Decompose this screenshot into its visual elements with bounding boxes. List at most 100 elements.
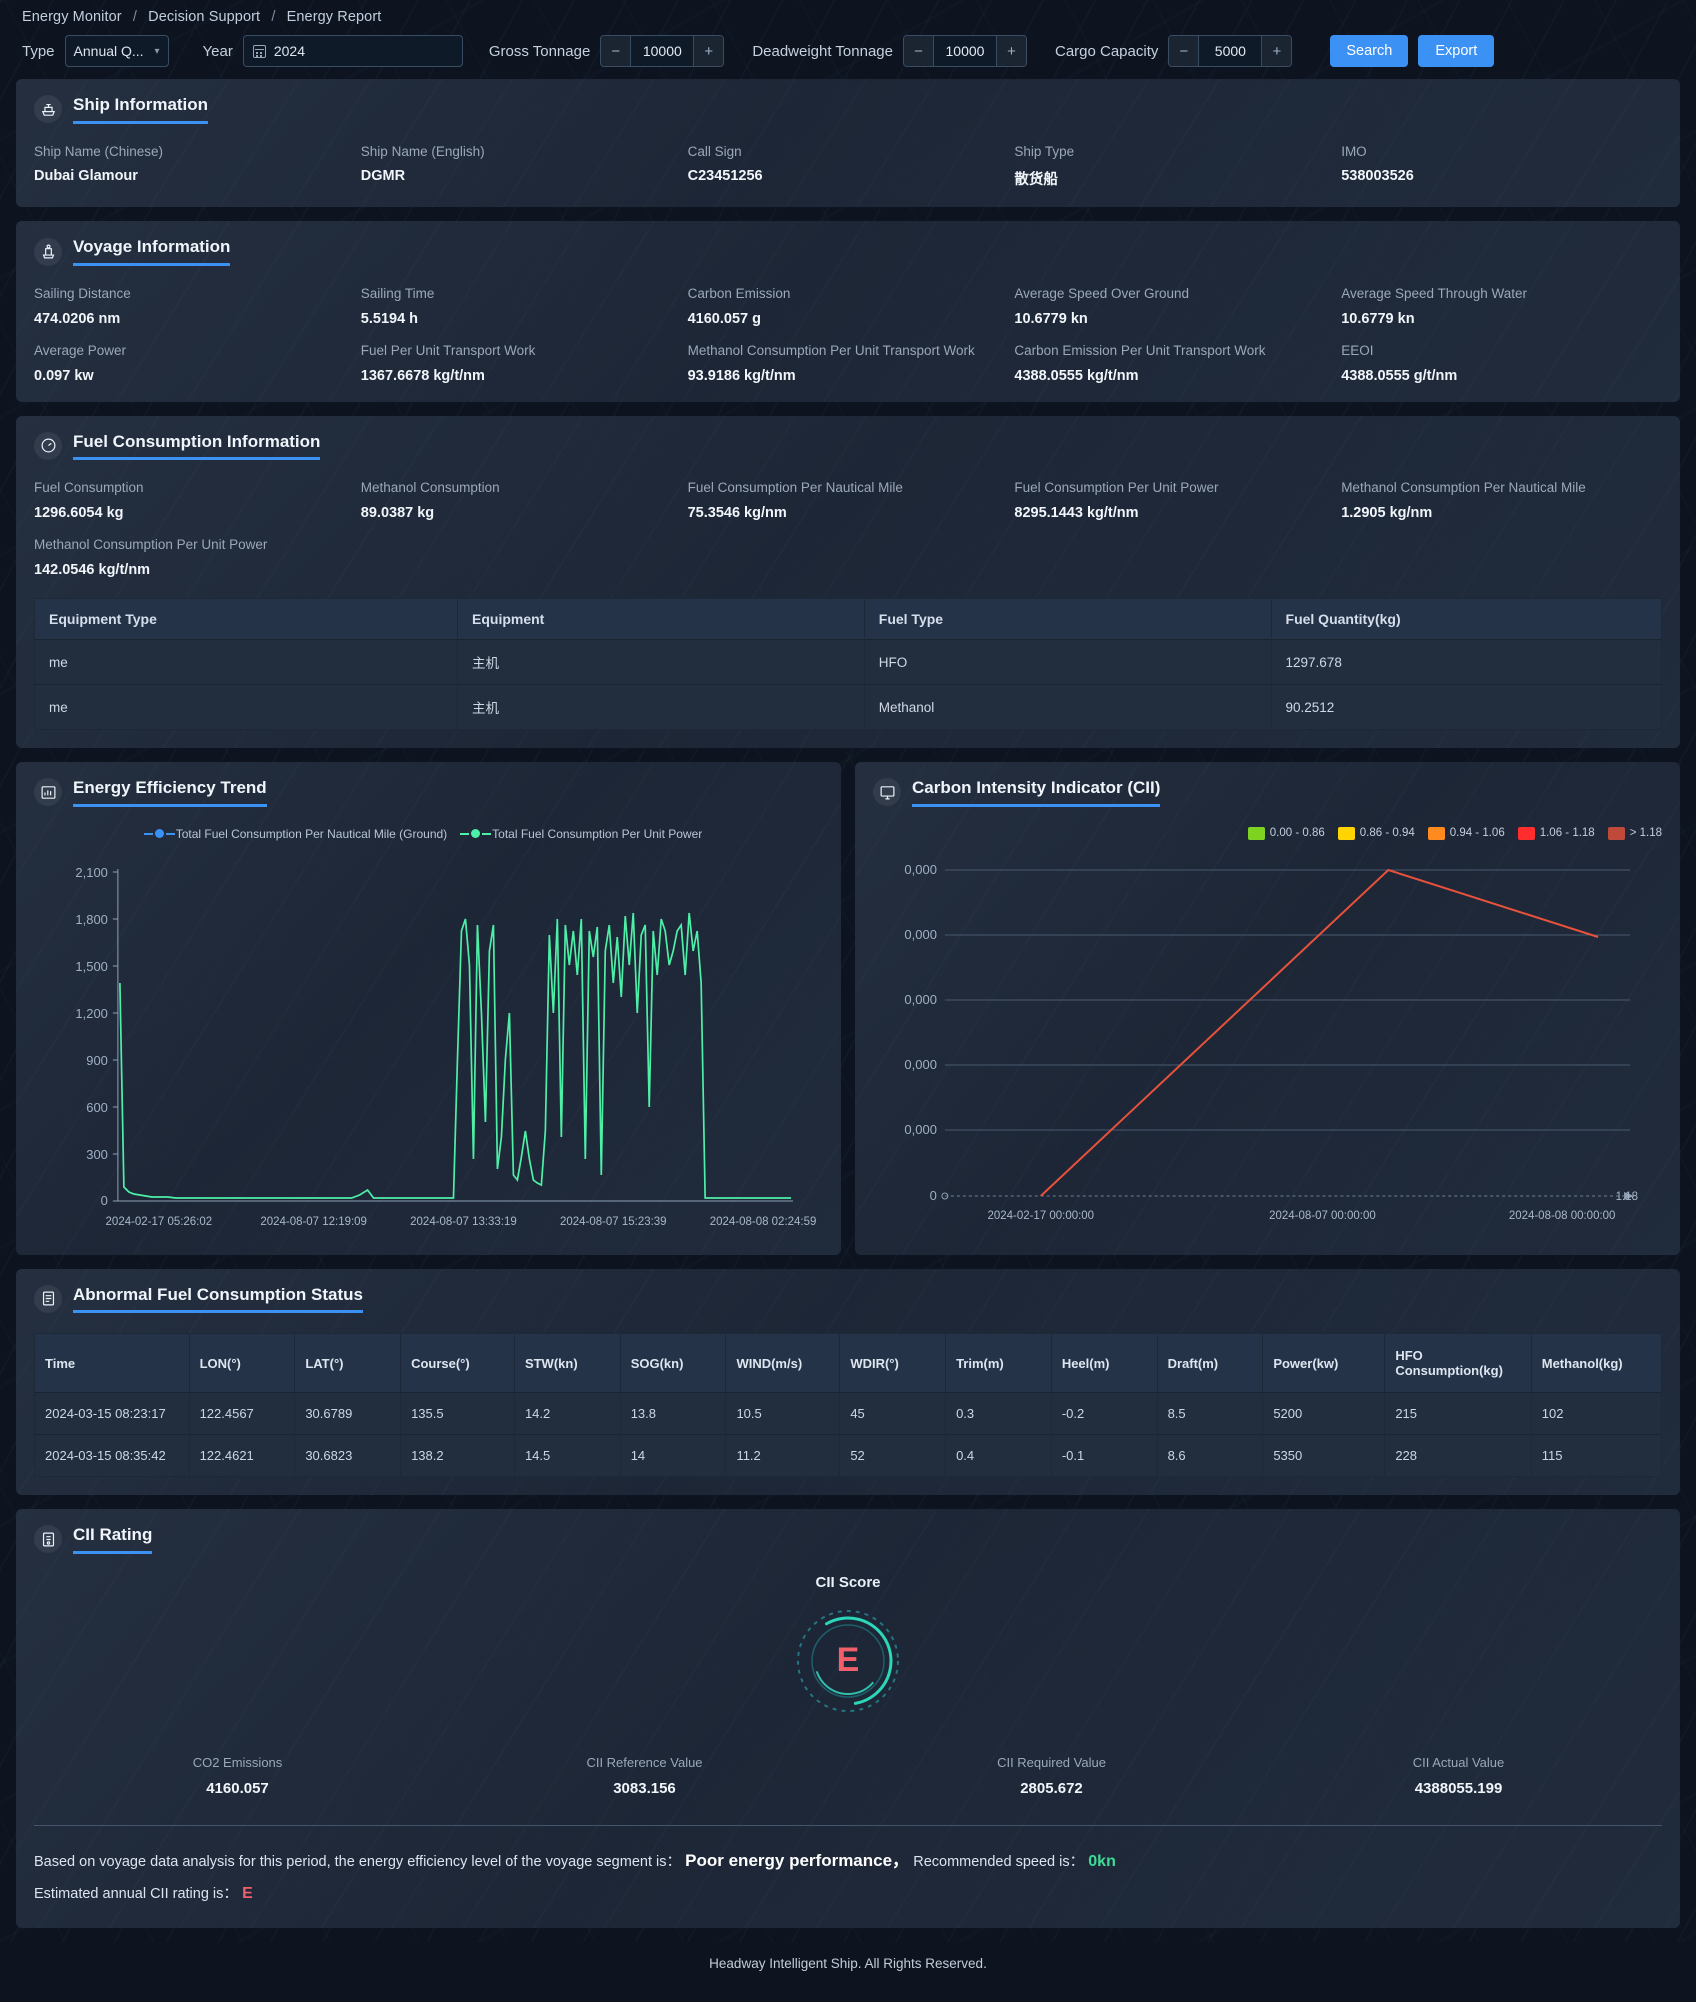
legend-marker-blue-icon — [154, 829, 164, 839]
legend-item-unit-power[interactable]: Total Fuel Consumption Per Unit Power — [471, 827, 702, 841]
legend-label: 0.94 - 1.06 — [1449, 827, 1505, 840]
cii-grade-value: E — [836, 1641, 860, 1680]
field-ship-name-english: Ship Name (English) DGMR — [361, 144, 682, 190]
column-fuel-type: Fuel Type — [864, 598, 1272, 640]
cell-sog: 13.8 — [620, 1392, 727, 1435]
column-course: Course(°) — [400, 1333, 515, 1393]
cii-score-label: CII Score — [815, 1573, 881, 1591]
field-value: 5.5194 h — [360, 310, 419, 327]
metric-cii-actual-value: CII Actual Value 4388055.199 — [1255, 1755, 1662, 1797]
column-heel: Heel(m) — [1051, 1333, 1158, 1393]
legend-swatch-green-icon — [1247, 826, 1265, 840]
field-label: Methanol Consumption — [360, 480, 500, 496]
cargo-value[interactable]: 5000 — [1199, 36, 1262, 66]
column-hfo-consumption: HFO Consumption(kg) — [1384, 1333, 1532, 1393]
cell-course: 138.2 — [400, 1434, 515, 1477]
column-stw: STW(kn) — [514, 1333, 621, 1393]
legend-item-b[interactable]: 0.86 - 0.94 — [1337, 826, 1415, 840]
field-value: 4388.0555 kg/t/nm — [1014, 367, 1139, 384]
deadweight-increment-button[interactable]: + — [995, 36, 1026, 66]
deadweight-value[interactable]: 10000 — [933, 36, 996, 66]
svg-text:1,200: 1,200 — [75, 1006, 107, 1021]
breadcrumb-separator: / — [271, 9, 276, 25]
energy-efficiency-trend-card: Energy Efficiency Trend Total Fuel Consu… — [16, 762, 841, 1255]
cii-rating-header: CII Rating — [34, 1525, 1662, 1554]
cell-time: 2024-03-15 08:23:17 — [34, 1392, 190, 1435]
cell-wdir: 52 — [839, 1434, 947, 1477]
gross-tonnage-stepper[interactable]: − 10000 + — [600, 35, 725, 67]
field-sailing-time: Sailing Time 5.5194 h — [361, 286, 682, 327]
cii-legend: 0.00 - 0.86 0.86 - 0.94 0.94 - 1.06 1.06… — [873, 826, 1662, 840]
field-label: Methanol Consumption Per Unit Power — [34, 537, 268, 553]
breadcrumb-item-energy-monitor[interactable]: Energy Monitor — [22, 9, 122, 25]
column-equipment-type: Equipment Type — [34, 598, 459, 640]
field-value: 75.3546 kg/nm — [687, 505, 787, 522]
field-label: Average Power — [34, 342, 127, 358]
field-label: Ship Name (English) — [360, 143, 485, 159]
table-row[interactable]: 2024-03-15 08:35:42 122.4621 30.6823 138… — [34, 1434, 1663, 1477]
table-header-row: Equipment Type Equipment Fuel Type Fuel … — [34, 598, 1662, 640]
field-label: Carbon Emission — [687, 285, 791, 301]
gross-tonnage-increment-button[interactable]: + — [693, 36, 724, 66]
year-input[interactable]: 2024 — [242, 35, 463, 67]
field-label: Fuel Consumption Per Nautical Mile — [687, 480, 903, 496]
fuel-consumption-card: Fuel Consumption Information Fuel Consum… — [16, 415, 1680, 749]
abnormal-fuel-title: Abnormal Fuel Consumption Status — [73, 1285, 363, 1314]
cell-lat: 30.6789 — [294, 1392, 402, 1435]
metric-value: 2805.672 — [1020, 1779, 1083, 1797]
report-icon — [34, 1284, 62, 1313]
table-row[interactable]: me 主机 Methanol 90.2512 — [34, 684, 1662, 730]
cii-title: Carbon Intensity Indicator (CII) — [912, 778, 1161, 807]
table-row[interactable]: 2024-03-15 08:23:17 122.4567 30.6789 135… — [34, 1392, 1663, 1435]
cell-course: 135.5 — [400, 1392, 515, 1435]
legend-item-ground[interactable]: Total Fuel Consumption Per Nautical Mile… — [154, 827, 447, 841]
field-label: Methanol Consumption Per Unit Transport … — [687, 342, 975, 358]
section-divider — [34, 1824, 1662, 1826]
search-button[interactable]: Search — [1330, 35, 1409, 67]
year-label: Year — [202, 42, 233, 60]
fuel-consumption-title: Fuel Consumption Information — [73, 432, 321, 461]
svg-text:0,000: 0,000 — [904, 1057, 936, 1072]
legend-label: Total Fuel Consumption Per Unit Power — [492, 826, 703, 841]
svg-text:2024-08-07 00:00:00: 2024-08-07 00:00:00 — [1269, 1210, 1376, 1222]
field-methanol-consumption-per-unit-power: Methanol Consumption Per Unit Power 142.… — [34, 537, 355, 578]
type-select-value: Annual Q... — [73, 43, 144, 59]
deadweight-decrement-button[interactable]: − — [903, 36, 934, 66]
field-value: Dubai Glamour — [34, 168, 138, 185]
field-imo: IMO 538003526 — [1341, 144, 1662, 190]
svg-text:0,000: 0,000 — [904, 1122, 936, 1137]
legend-item-c[interactable]: 0.94 - 1.06 — [1427, 826, 1505, 840]
cii-metrics: CO2 Emissions 4160.057 CII Reference Val… — [34, 1755, 1662, 1797]
field-methanol-per-unit-transport-work: Methanol Consumption Per Unit Transport … — [688, 343, 1009, 384]
legend-item-e[interactable]: > 1.18 — [1607, 826, 1662, 840]
energy-efficiency-chart[interactable]: 2,100 1,800 1,500 1,200 900 600 300 0 — [34, 847, 823, 1237]
breadcrumb-item-decision-support[interactable]: Decision Support — [148, 9, 261, 25]
gross-tonnage-decrement-button[interactable]: − — [601, 36, 632, 66]
type-select[interactable]: Annual Q... ▾ — [64, 35, 169, 67]
cargo-increment-button[interactable]: + — [1261, 36, 1292, 66]
energy-efficiency-trend-title: Energy Efficiency Trend — [73, 778, 267, 807]
gross-tonnage-value[interactable]: 10000 — [631, 36, 694, 66]
deadweight-tonnage-stepper[interactable]: − 10000 + — [902, 35, 1027, 67]
field-carbon-emission: Carbon Emission 4160.057 g — [688, 286, 1009, 327]
annual-rating-value: E — [242, 1884, 253, 1902]
export-button[interactable]: Export — [1418, 35, 1495, 67]
charts-row: Energy Efficiency Trend Total Fuel Consu… — [0, 762, 1696, 1269]
field-value: 10.6779 kn — [1341, 310, 1415, 327]
cargo-capacity-stepper[interactable]: − 5000 + — [1168, 35, 1293, 67]
cell-trim: 0.3 — [945, 1392, 1052, 1435]
field-label: Average Speed Through Water — [1341, 285, 1528, 301]
breadcrumb-item-energy-report[interactable]: Energy Report — [286, 9, 382, 25]
legend-item-d[interactable]: 1.06 - 1.18 — [1517, 826, 1595, 840]
cell-draft: 8.6 — [1157, 1434, 1264, 1477]
summary-speed-value: 0kn — [1088, 1852, 1116, 1870]
column-power: Power(kw) — [1262, 1333, 1386, 1393]
field-fuel-consumption: Fuel Consumption 1296.6054 kg — [34, 480, 355, 521]
column-time: Time — [34, 1333, 190, 1393]
cii-chart[interactable]: 0,000 0,000 0,000 0,000 0,000 0 — [873, 844, 1662, 1234]
legend-item-a[interactable]: 0.00 - 0.86 — [1247, 826, 1325, 840]
table-row[interactable]: me 主机 HFO 1297.678 — [34, 639, 1662, 685]
cargo-decrement-button[interactable]: − — [1169, 36, 1200, 66]
ship-information-card: Ship Information Ship Name (Chinese) Dub… — [16, 79, 1680, 208]
